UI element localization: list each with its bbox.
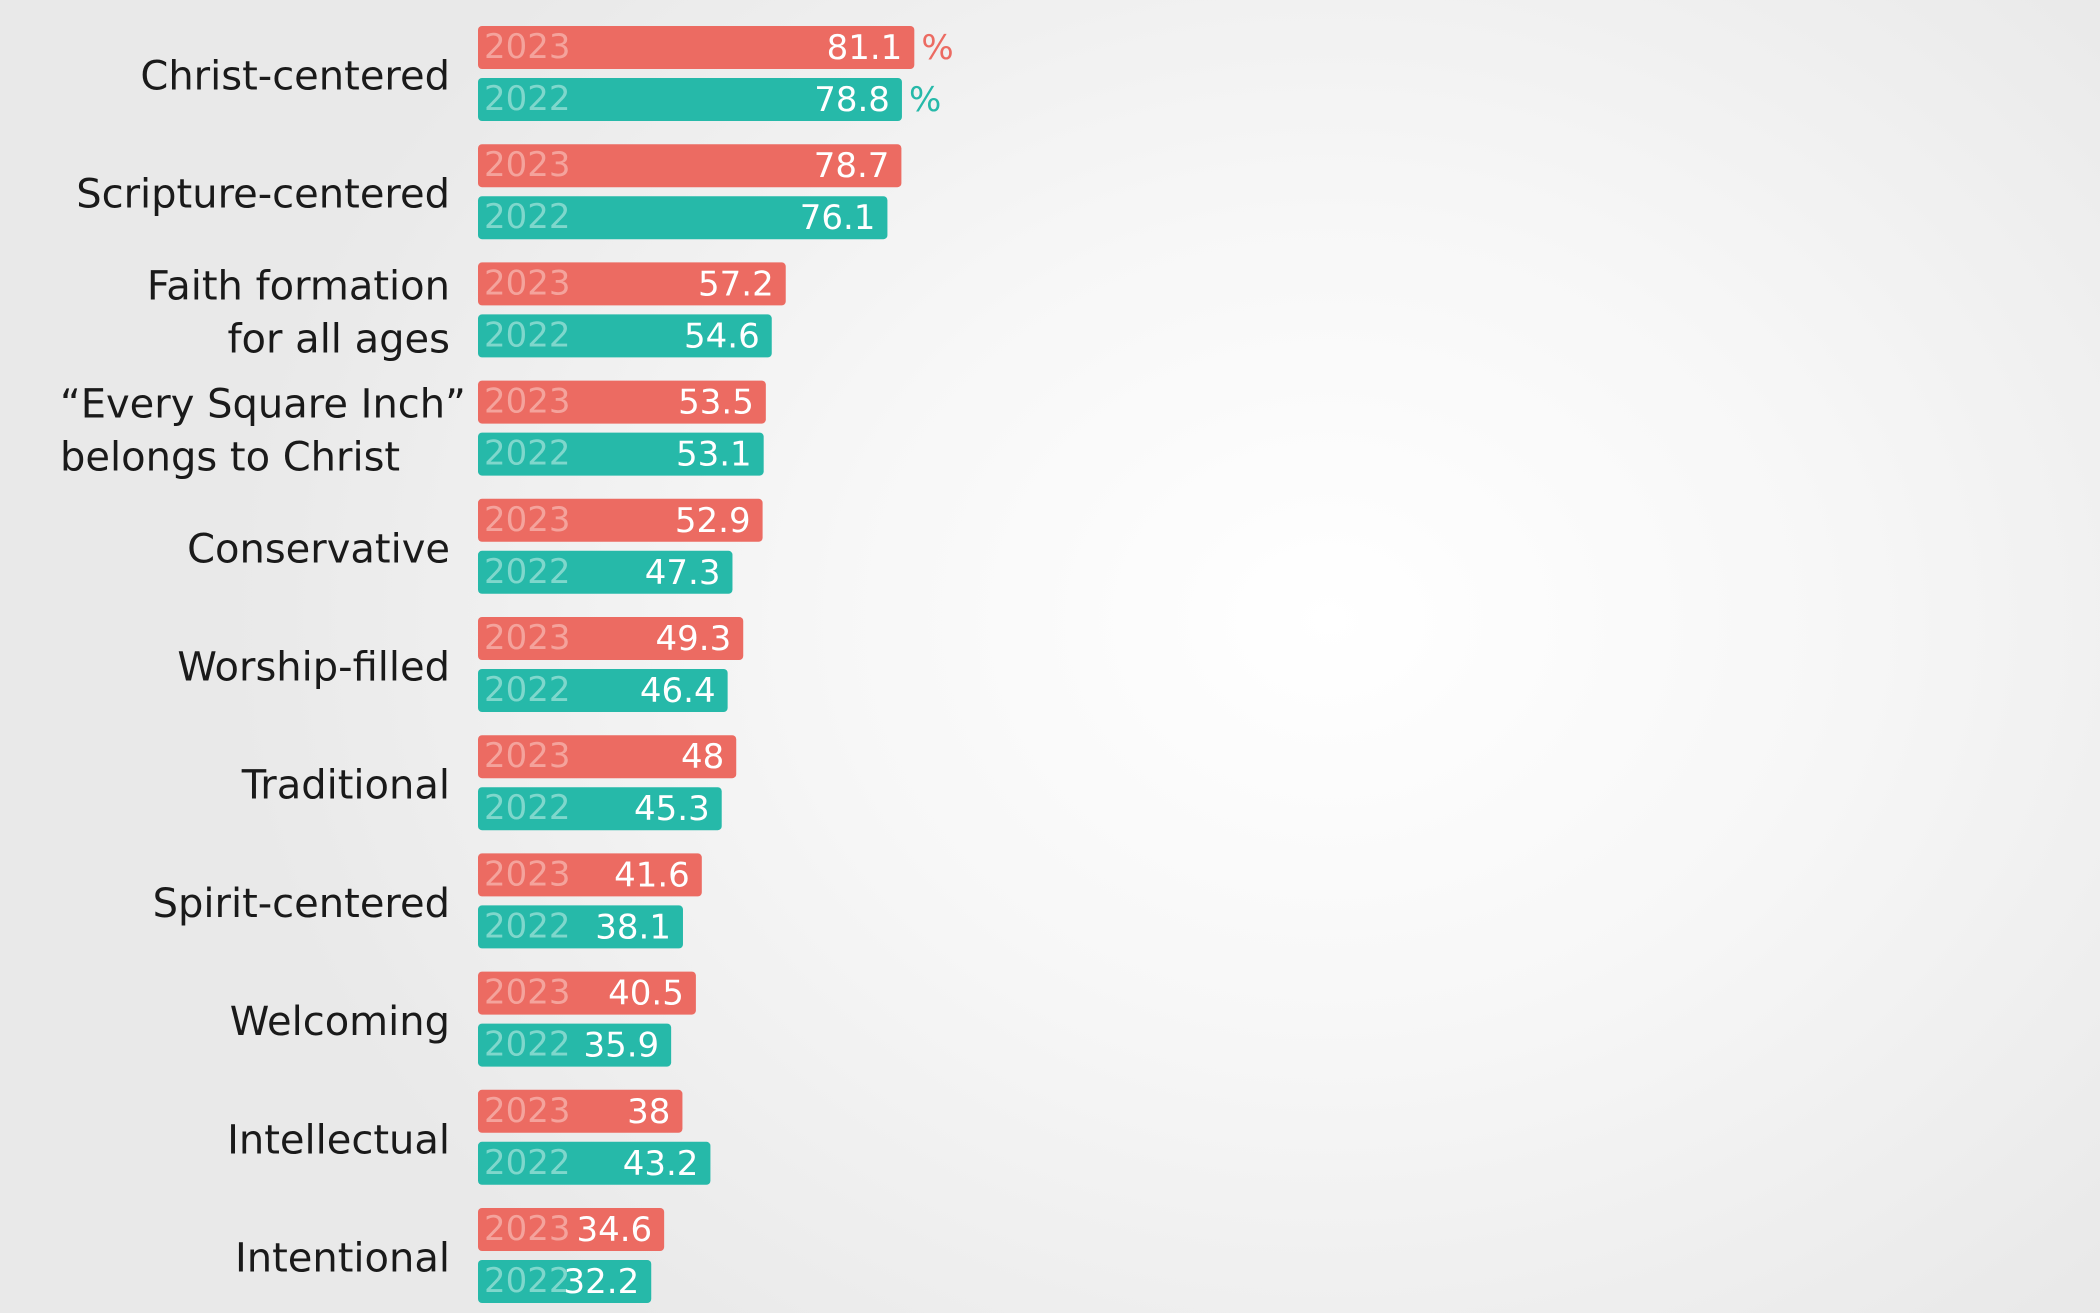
series-label-2023: 2023: [484, 263, 571, 303]
value-label-2023-spirit-centered: 41.6: [614, 855, 690, 895]
bar-2022-scripture-centered: [478, 196, 888, 240]
series-label-2022: 2022: [484, 1025, 571, 1065]
bar-2022-every-square-inch-belongs-to-christ: [478, 432, 764, 476]
series-label-2022: 2022: [484, 906, 571, 946]
category-label-worship-filled: Worship-filled: [177, 645, 450, 691]
bar-2022-traditional: [478, 787, 722, 831]
category-label-intentional: Intentional: [235, 1236, 450, 1282]
bar-2023-traditional: [478, 735, 737, 779]
value-label-2022-conservative: 47.3: [645, 553, 721, 593]
series-label-2023: 2023: [484, 973, 571, 1013]
value-label-2023-intellectual: 38: [627, 1092, 670, 1132]
series-label-2022: 2022: [484, 197, 571, 237]
value-label-2022-intellectual: 43.2: [623, 1144, 699, 1184]
series-label-2023: 2023: [484, 736, 571, 776]
bar-2023-scripture-centered: [478, 144, 902, 188]
category-label-faith-formation-for-all-ages: Faith formation for all ages: [147, 263, 450, 362]
value-label-2023-faith-formation-for-all-ages: 57.2: [698, 264, 774, 304]
bar-2023-christ-centered: [478, 26, 915, 69]
bar-2023-worship-filled: [478, 617, 744, 660]
value-label-2022-every-square-inch-belongs-to-christ: 53.1: [676, 435, 752, 475]
value-label-2022-worship-filled: 46.4: [640, 671, 716, 711]
series-label-2023: 2023: [484, 27, 571, 67]
series-label-2023: 2023: [484, 145, 571, 185]
bar-2022-spirit-centered: [478, 905, 683, 949]
category-label-welcoming: Welcoming: [230, 999, 450, 1045]
bar-2022-worship-filled: [478, 669, 728, 712]
value-label-2023-intentional: 34.6: [576, 1210, 652, 1250]
bar-2023-welcoming: [478, 971, 696, 1015]
series-label-2023: 2023: [484, 1091, 571, 1131]
series-label-2022: 2022: [484, 1143, 571, 1183]
category-label-every-square-inch-belongs-to-christ: “Every Square Inch” belongs to Christ: [60, 382, 466, 481]
category-label-intellectual: Intellectual: [227, 1117, 450, 1163]
bar-2022-intentional: [478, 1260, 652, 1303]
category-label-conservative: Conservative: [187, 526, 450, 572]
series-label-2022: 2022: [484, 434, 571, 474]
series-label-2023: 2023: [484, 382, 571, 422]
value-label-2023-christ-centered: 81.1: [827, 28, 903, 68]
bar-2022-conservative: [478, 550, 733, 594]
series-label-2023: 2023: [484, 618, 571, 658]
bar-2023-conservative: [478, 498, 763, 542]
value-label-2023-welcoming: 40.5: [608, 974, 684, 1014]
series-label-2023: 2023: [484, 854, 571, 894]
value-label-2023-every-square-inch-belongs-to-christ: 53.5: [678, 383, 754, 423]
value-label-2022-intentional: 32.2: [564, 1262, 640, 1302]
value-label-2023-traditional: 48: [681, 737, 724, 777]
bar-2023-intentional: [478, 1208, 665, 1251]
series-label-2022: 2022: [484, 1261, 571, 1301]
category-label-christ-centered: Christ-centered: [140, 54, 450, 100]
value-label-2022-traditional: 45.3: [634, 789, 710, 829]
category-label-spirit-centered: Spirit-centered: [153, 881, 450, 927]
bar-2022-faith-formation-for-all-ages: [478, 314, 772, 358]
series-label-2022: 2022: [484, 79, 571, 119]
category-label-scripture-centered: Scripture-centered: [76, 172, 450, 218]
bar-2023-every-square-inch-belongs-to-christ: [478, 380, 766, 424]
bar-2023-intellectual: [478, 1089, 683, 1133]
series-label-2022: 2022: [484, 552, 571, 592]
bar-2022-christ-centered: [478, 78, 902, 121]
series-label-2022: 2022: [484, 315, 571, 355]
value-label-2022-scripture-centered: 76.1: [800, 198, 876, 238]
value-label-2022-faith-formation-for-all-ages: 54.6: [684, 316, 760, 356]
bar-2023-spirit-centered: [478, 853, 702, 897]
bar-2022-welcoming: [478, 1023, 672, 1067]
value-label-2023-conservative: 52.9: [675, 501, 751, 541]
value-label-2022-spirit-centered: 38.1: [595, 907, 671, 947]
series-label-2022: 2022: [484, 788, 571, 828]
bar-2022-intellectual: [478, 1141, 711, 1185]
unit-label-2023: %: [921, 28, 953, 68]
value-label-2022-christ-centered: 78.8: [814, 80, 890, 120]
value-label-2023-worship-filled: 49.3: [656, 619, 732, 659]
series-label-2023: 2023: [484, 1209, 571, 1249]
series-label-2022: 2022: [484, 670, 571, 710]
category-label-traditional: Traditional: [241, 763, 450, 809]
bar-2023-faith-formation-for-all-ages: [478, 262, 786, 306]
value-label-2023-scripture-centered: 78.7: [814, 146, 890, 186]
series-label-2023: 2023: [484, 500, 571, 540]
unit-label-2022: %: [909, 80, 941, 120]
value-label-2022-welcoming: 35.9: [583, 1026, 659, 1066]
